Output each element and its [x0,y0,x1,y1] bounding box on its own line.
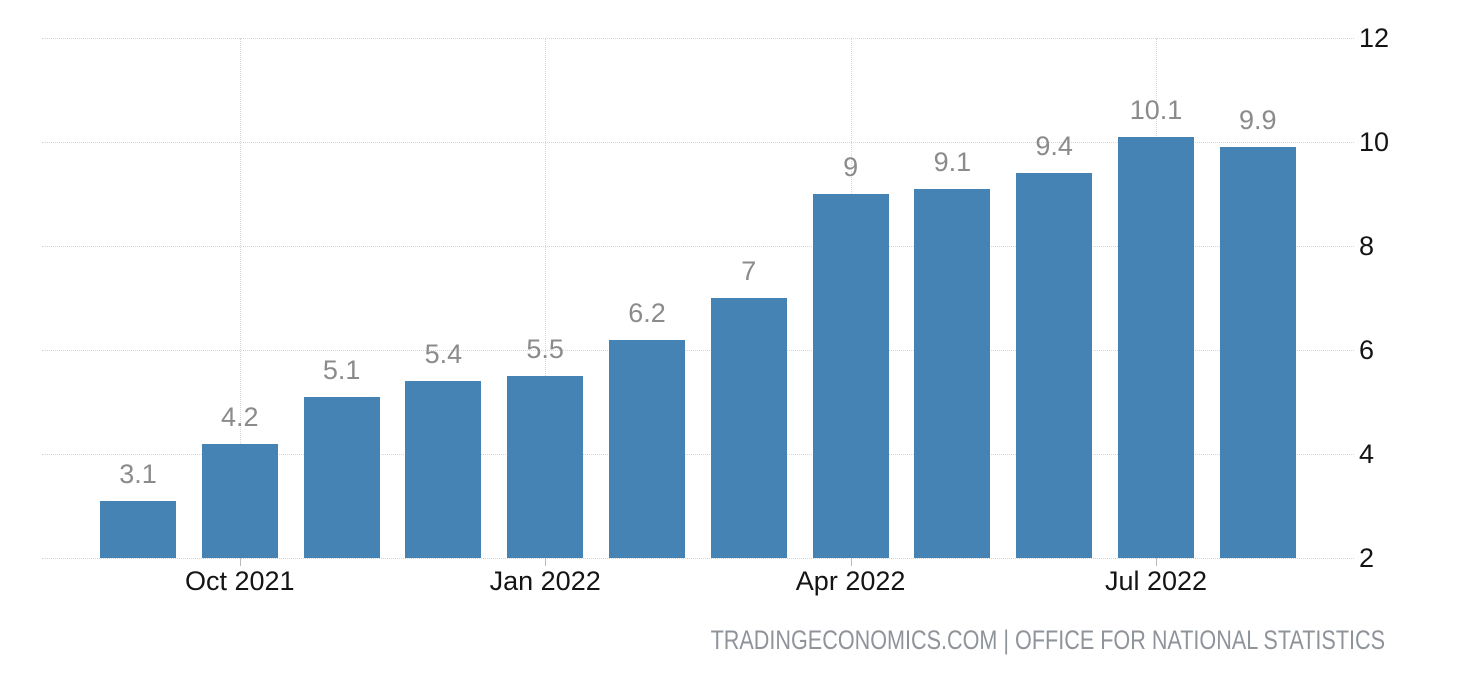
bar[interactable] [710,298,787,558]
y-axis-label: 6 [1359,335,1375,365]
bar-value-label: 4.2 [221,401,259,432]
x-axis-tick [1156,558,1157,566]
gridline-horizontal [42,350,1354,351]
bar-value-label: 7 [741,256,757,286]
bar[interactable] [201,443,278,558]
bar[interactable] [405,381,482,558]
y-axis-label: 4 [1359,439,1375,469]
x-axis-tick [239,558,241,566]
bar[interactable] [609,339,685,558]
bar[interactable] [1219,147,1296,558]
bar[interactable] [914,188,991,558]
gridline-horizontal [42,558,1354,559]
bar-value-label: 9 [843,152,859,182]
bar-value-label: 9.4 [1035,131,1073,162]
y-axis-label: 10 [1359,127,1390,157]
gridline-horizontal [42,454,1354,455]
bar-value-label: 3.1 [119,458,157,489]
bar[interactable] [1016,173,1093,558]
x-axis-label: Apr 2022 [795,566,906,596]
x-axis-tick [850,558,852,566]
bar-value-label: 10.1 [1129,94,1183,125]
bar[interactable] [507,376,584,558]
bar-value-label: 9.1 [933,146,972,177]
x-axis-label: Jan 2022 [489,566,601,596]
x-axis-tick [545,558,547,566]
bar[interactable] [1118,136,1194,558]
x-axis-label: Jul 2022 [1104,566,1208,596]
bar-value-label: 5.1 [322,354,361,385]
gridline-vertical [239,38,241,558]
bar-value-label: 5.4 [424,339,463,370]
y-axis-label: 12 [1359,23,1390,53]
gridline-horizontal [42,38,1354,39]
bar-value-label: 5.5 [526,334,564,364]
y-axis-label: 8 [1359,231,1375,261]
source-attribution: TRADINGECONOMICS.COM | OFFICE FOR NATION… [710,625,1385,655]
bar-value-label: 6.2 [628,297,666,328]
bar[interactable] [303,396,380,558]
bar[interactable] [100,500,176,558]
bar-value-label: 9.9 [1239,105,1277,136]
gridline-horizontal [42,142,1354,143]
gridline-vertical [545,38,547,558]
bar[interactable] [812,194,889,558]
gridline-horizontal [42,246,1354,247]
y-axis-label: 2 [1359,543,1375,573]
x-axis-label: Oct 2021 [185,566,295,596]
